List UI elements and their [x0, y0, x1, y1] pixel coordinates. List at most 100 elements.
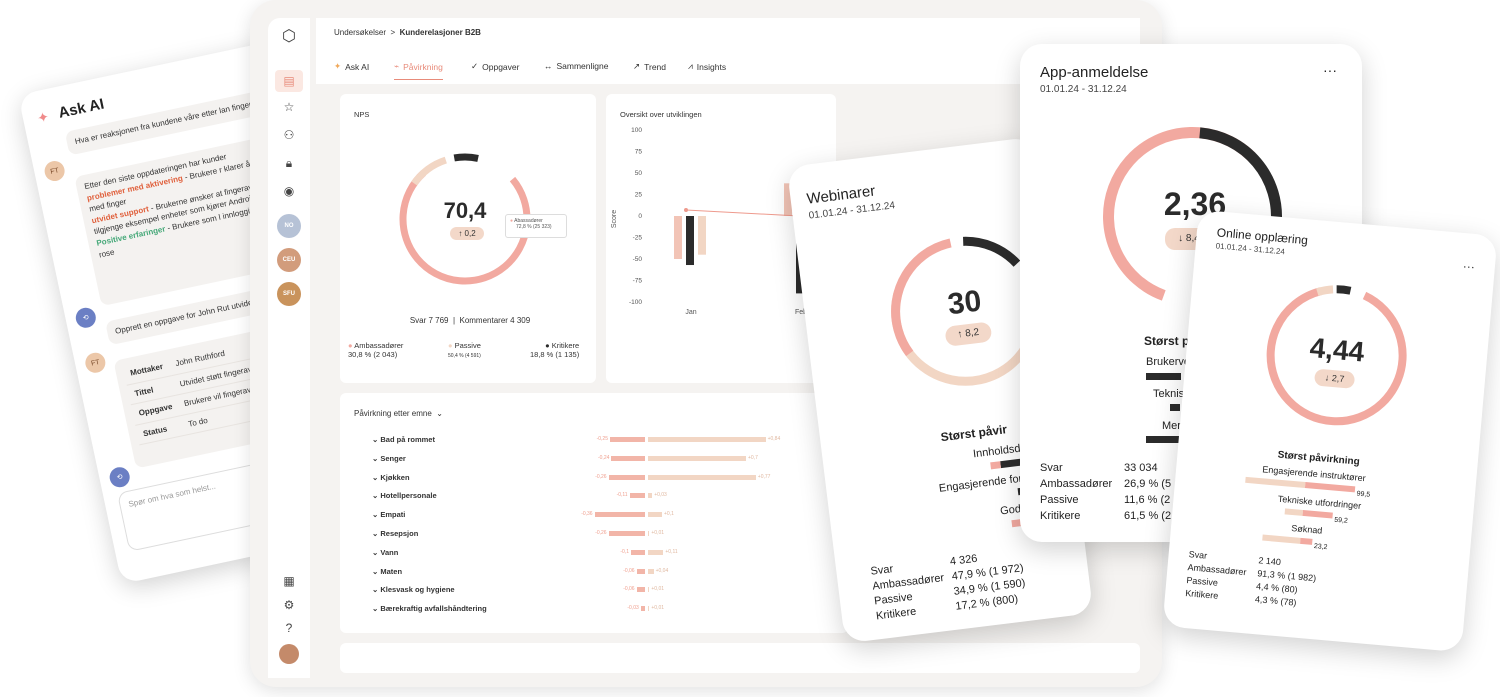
bar: [784, 183, 792, 216]
positive-value: +0,1: [664, 511, 674, 518]
ask-ai-title: Ask AI: [56, 95, 106, 122]
positive-value: +0,01: [651, 530, 665, 536]
tab-oppgaver[interactable]: ✓ Oppgaver: [471, 61, 520, 72]
tab-ask-ai[interactable]: ✦ Ask AI: [334, 61, 370, 72]
more-icon[interactable]: ···: [1323, 62, 1337, 78]
negative-bar: [640, 606, 645, 612]
trend-title: Oversikt over utviklingen: [620, 110, 702, 119]
tab-sammenligne[interactable]: ↔ Sammenligne: [544, 61, 609, 71]
impact-bar: [1262, 534, 1301, 544]
eye-icon[interactable]: ◉: [283, 184, 295, 198]
positive-bar: [648, 568, 654, 574]
avatar: FT: [42, 159, 67, 183]
impact-row-label: ⌄ Maten: [372, 566, 403, 576]
sidebar: ⬡ ▤ ☆ ⚇ 🔒︎ ◉ NO CEU SFU ▦ ⚙ ?: [268, 18, 310, 678]
impact-row[interactable]: ⌄ Vann -0,1 +0,11: [340, 546, 848, 560]
negative-value: -0,26: [595, 473, 607, 480]
nps-donut: [399, 153, 531, 285]
y-tick-label: -100: [629, 299, 642, 306]
trend-arrow-icon: ↗: [633, 61, 641, 71]
tab-insights[interactable]: ⩘ Insights: [688, 61, 727, 72]
online-training-card: Online opplæring 01.01.24 - 31.12.24 ···…: [1162, 209, 1498, 653]
sparkle-icon: ✦: [334, 61, 342, 71]
nps-score: 70,4: [443, 198, 487, 223]
negative-bar: [608, 531, 645, 536]
avatar-ceu[interactable]: CEU: [277, 248, 301, 272]
help-icon[interactable]: ?: [285, 621, 293, 635]
impact-panel: Påvirkning etter emne ⌄ ⌄ Bad på rommet -…: [340, 393, 848, 633]
list-icon[interactable]: ▦: [283, 574, 295, 588]
negative-value: -0,25: [596, 436, 608, 442]
negative-value: -0,26: [595, 530, 607, 536]
ai-bot-icon: ⟲: [107, 465, 132, 490]
negative-value: -0,24: [597, 454, 610, 461]
impact-row[interactable]: ⌄ Senger -0,24 +0,7: [340, 452, 848, 466]
impact-bar: [1304, 482, 1356, 493]
negative-value: -0,11: [616, 492, 628, 499]
positive-value: +0,11: [665, 548, 678, 555]
y-tick-label: 0: [638, 213, 642, 220]
impact-bar: [1300, 537, 1313, 545]
app-date: 01.01.24 - 31.12.24: [1040, 84, 1127, 95]
chevron-down-icon: ⌄: [436, 409, 443, 418]
webinar-stats: Svar4 326 Ambassadører 47,9 % (1 972) Pas…: [869, 552, 1027, 623]
negative-bar: [611, 455, 645, 461]
sparkle-icon: ✦: [35, 108, 51, 127]
online-donut: [1266, 285, 1407, 426]
tab-trend[interactable]: ↗ Trend: [633, 61, 667, 72]
positive-bar: [648, 493, 653, 499]
avatar-sfu[interactable]: SFU: [277, 282, 301, 306]
impact-row[interactable]: ⌄ Hotellpersonale -0,11 +0,03: [340, 489, 848, 503]
impact-row[interactable]: ⌄ Empati -0,36 +0,1: [340, 508, 848, 522]
impact-row-label: ⌄ Bærekraftig avfallshåndtering: [372, 604, 487, 614]
star-icon[interactable]: ☆: [283, 100, 295, 114]
positive-value: +0,04: [655, 567, 669, 574]
bottom-panel: [340, 643, 1140, 673]
legend-ambassadors: ● Ambassadører 30,8 % (2 043): [348, 341, 404, 359]
positive-value: +0,03: [654, 492, 667, 499]
user-avatar[interactable]: [279, 644, 299, 664]
y-tick-label: 100: [631, 127, 642, 134]
impact-row[interactable]: ⌄ Bærekraftig avfallshåndtering -0,03 +0,0…: [340, 602, 848, 616]
ai-bot-icon: ⟲: [73, 305, 98, 330]
impact-row[interactable]: ⌄ Klesvask og hygiene -0,06 +0,01: [340, 583, 848, 597]
positive-bar: [648, 606, 650, 612]
impact-row[interactable]: ⌄ Bad på rommet -0,25 +0,84: [340, 433, 848, 447]
avatar: FT: [83, 350, 108, 375]
online-stats: Svar2 140 Ambassadører 91,3 % (1 982) Pas…: [1184, 549, 1317, 608]
impact-row-label: ⌄ Empati: [372, 510, 406, 520]
impact-row-label: ⌄ Resepsjon: [372, 529, 419, 538]
impact-row[interactable]: ⌄ Resepsjon -0,26 +0,01: [340, 527, 848, 541]
negative-bar: [629, 493, 645, 499]
positive-bar: [648, 531, 650, 536]
avatar-no[interactable]: NO: [277, 214, 301, 238]
nps-title: NPS: [354, 110, 370, 119]
positive-bar: [648, 587, 650, 593]
x-tick-label: Jan: [685, 309, 696, 316]
impact-row-label: ⌄ Bad på rommet: [372, 435, 435, 444]
y-tick-label: 50: [635, 170, 643, 177]
impact-row-label: ⌄ Vann: [372, 547, 399, 557]
positive-bar: [648, 474, 756, 480]
positive-bar: [648, 512, 662, 518]
more-icon[interactable]: ···: [1462, 258, 1476, 274]
bar: [698, 216, 706, 255]
impact-row[interactable]: ⌄ Maten -0,06 +0,04: [340, 565, 848, 579]
impact-header[interactable]: Påvirkning etter emne ⌄: [354, 409, 443, 418]
users-icon[interactable]: ⚇: [283, 128, 295, 142]
positive-bar: [648, 549, 664, 555]
chart-icon[interactable]: ▤: [275, 70, 303, 92]
impact-row-label: ⌄ Klesvask og hygiene: [372, 585, 455, 595]
impact-row[interactable]: ⌄ Kjøkken -0,26 +0,77: [340, 471, 848, 485]
gear-icon[interactable]: ⚙: [283, 598, 295, 612]
lock-icon[interactable]: 🔒︎: [285, 156, 293, 170]
breadcrumb: Undersøkelser > Kunderelasjoner B2B: [334, 28, 481, 37]
y-tick-label: 25: [635, 192, 643, 199]
chart-line-icon: ⌁: [394, 61, 400, 71]
tab-pavirkning[interactable]: ⌁ Påvirkning: [394, 61, 443, 80]
check-circle-icon: ✓: [471, 61, 479, 71]
top-bar: Undersøkelser > Kunderelasjoner B2B ✦ Ask…: [316, 18, 1140, 84]
negative-bar: [636, 568, 645, 574]
positive-bar: [648, 455, 746, 461]
donut-passive: [399, 153, 531, 285]
